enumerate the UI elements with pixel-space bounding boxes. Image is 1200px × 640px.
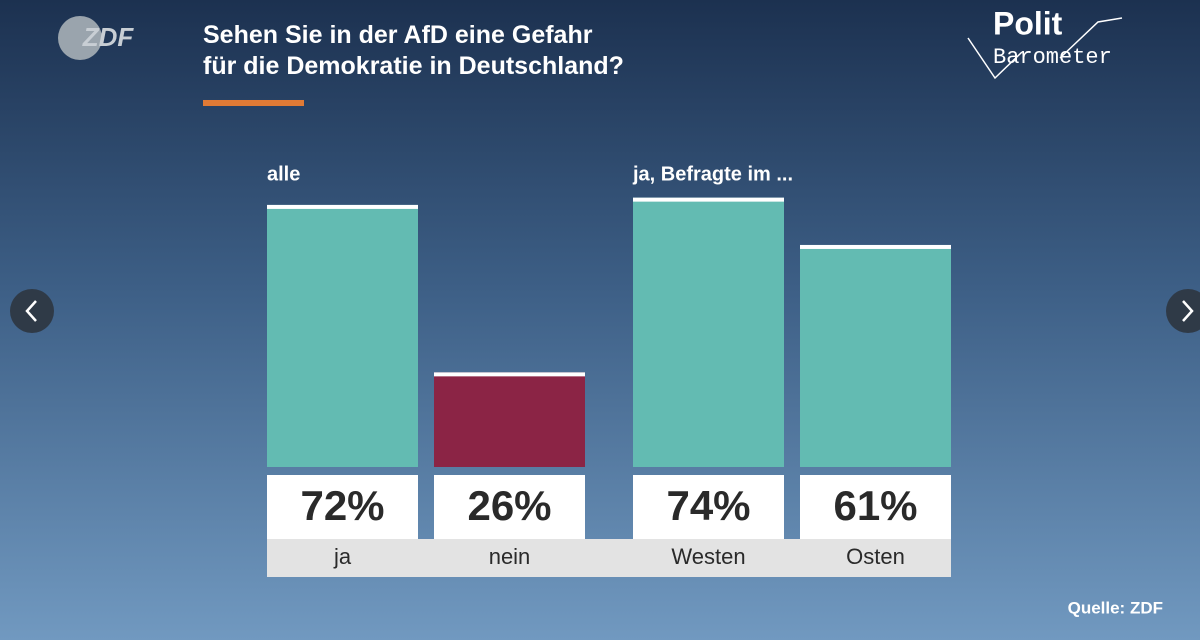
nav-prev-icon — [25, 300, 37, 322]
category-label: ja — [333, 544, 352, 569]
logo-check — [967, 17, 1123, 80]
bar — [267, 204, 418, 468]
value-box — [800, 475, 951, 539]
brand-logo: ZDF — [82, 22, 135, 52]
chart-title: Sehen Sie in der AfD eine Gefahr für die … — [203, 21, 624, 80]
value-label: 61% — [833, 482, 917, 529]
bar-cap — [633, 197, 784, 202]
value-label: 72% — [300, 482, 384, 529]
value-box — [633, 475, 784, 539]
value-label: 26% — [467, 482, 551, 529]
bar — [633, 197, 784, 467]
category-band — [267, 539, 951, 577]
value-box — [434, 475, 585, 539]
bar-cap — [434, 372, 585, 377]
nav-prev-button[interactable] — [10, 289, 54, 333]
bar — [800, 244, 951, 467]
bar — [434, 372, 585, 467]
brand-circle — [58, 16, 102, 60]
nav-prev[interactable] — [10, 289, 54, 333]
category-label: nein — [489, 544, 531, 569]
logo-polit: Polit — [993, 5, 1063, 41]
source: Quelle: ZDF — [1068, 598, 1163, 617]
bar-cap — [267, 204, 418, 209]
nav-next[interactable] — [1166, 289, 1200, 333]
logo-barometer: Barometer — [993, 45, 1112, 70]
category-label: Osten — [846, 544, 905, 569]
value-label: 74% — [666, 482, 750, 529]
category-label: Westen — [671, 544, 745, 569]
nav-next-button[interactable] — [1166, 289, 1200, 333]
nav-next-icon — [1182, 300, 1194, 322]
value-box — [267, 475, 418, 539]
group-label: alle — [267, 163, 300, 185]
bar-cap — [800, 244, 951, 249]
group-label: ja, Befragte im ... — [632, 163, 793, 185]
title-underline — [203, 100, 304, 106]
